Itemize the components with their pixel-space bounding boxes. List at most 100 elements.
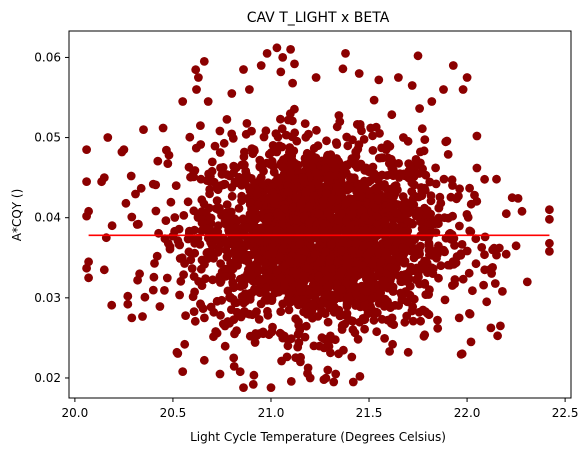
data-point [84,273,93,283]
data-point [300,246,310,256]
data-point [298,295,308,304]
data-point [351,152,361,161]
data-point [421,257,431,267]
data-point [300,158,310,168]
data-point [390,300,400,310]
data-point [127,212,137,222]
data-point [312,125,321,135]
data-point [405,238,415,247]
data-point [409,200,419,210]
data-point [138,312,147,321]
data-point [288,78,297,88]
data-point [414,307,424,317]
data-point [367,294,377,304]
data-point [248,380,258,389]
data-point [342,254,352,264]
data-point [449,234,459,243]
data-point [221,264,231,274]
data-point [246,198,256,208]
data-point [498,287,507,296]
data-point [170,213,180,222]
data-point [243,223,252,233]
data-point [320,164,330,174]
data-point [206,302,216,312]
data-point [301,187,311,197]
data-point [260,296,270,305]
data-point [439,85,448,94]
data-point [278,53,288,62]
data-point [222,200,232,210]
data-point [196,121,205,130]
data-point [284,305,294,315]
data-point [177,253,187,263]
data-point [496,321,505,331]
data-point [340,319,350,329]
data-point [466,337,476,347]
data-point [323,317,333,327]
data-point [291,193,300,203]
data-point [276,307,286,316]
data-point [386,318,396,328]
data-point [356,191,366,201]
data-point [448,211,457,221]
data-point [103,133,113,142]
data-point [470,190,479,200]
data-point [403,347,413,357]
data-point [247,126,256,136]
data-point [173,236,183,246]
data-point [457,240,467,249]
data-point [197,281,207,290]
data-point [249,370,259,380]
data-point [123,291,133,301]
data-point [490,279,500,288]
x-axis-ticks: 20.0 20.5 21.0 21.5 22.0 22.5 [62,398,578,420]
data-point [338,64,348,74]
data-point [227,191,237,201]
data-point [455,184,464,194]
data-point [457,349,467,359]
data-point [359,315,369,325]
data-point [427,97,437,106]
data-point [268,246,278,255]
data-point [368,146,378,155]
data-point [290,128,300,138]
data-point [183,197,193,207]
data-point [299,211,309,221]
data-point [175,290,185,300]
x-tick-label: 20.0 [62,406,89,420]
data-point [315,341,324,351]
data-point [349,280,359,290]
data-point [235,367,245,377]
data-point [353,334,363,344]
data-point [436,198,446,208]
data-point [262,49,272,58]
data-point [357,232,367,242]
data-point [342,260,352,270]
data-point [153,156,163,166]
data-point [123,299,133,309]
data-point [441,137,451,147]
data-point [278,244,288,253]
data-point [267,296,277,305]
data-point [288,202,298,212]
data-point [161,216,171,226]
data-point [472,131,482,141]
y-tick-label: 0.05 [34,131,61,145]
data-point [471,259,481,269]
data-point [239,383,248,392]
data-point [360,212,370,222]
data-point [219,138,229,148]
data-point [230,247,240,257]
data-point [220,321,230,331]
data-point [545,238,554,248]
data-point [416,316,425,326]
data-point [420,264,429,274]
data-point [273,132,283,142]
data-point [220,217,230,226]
data-point [313,141,323,151]
data-point [448,181,457,190]
data-point [407,81,417,90]
data-point [351,271,361,281]
data-point [244,309,254,319]
data-point [373,185,382,194]
